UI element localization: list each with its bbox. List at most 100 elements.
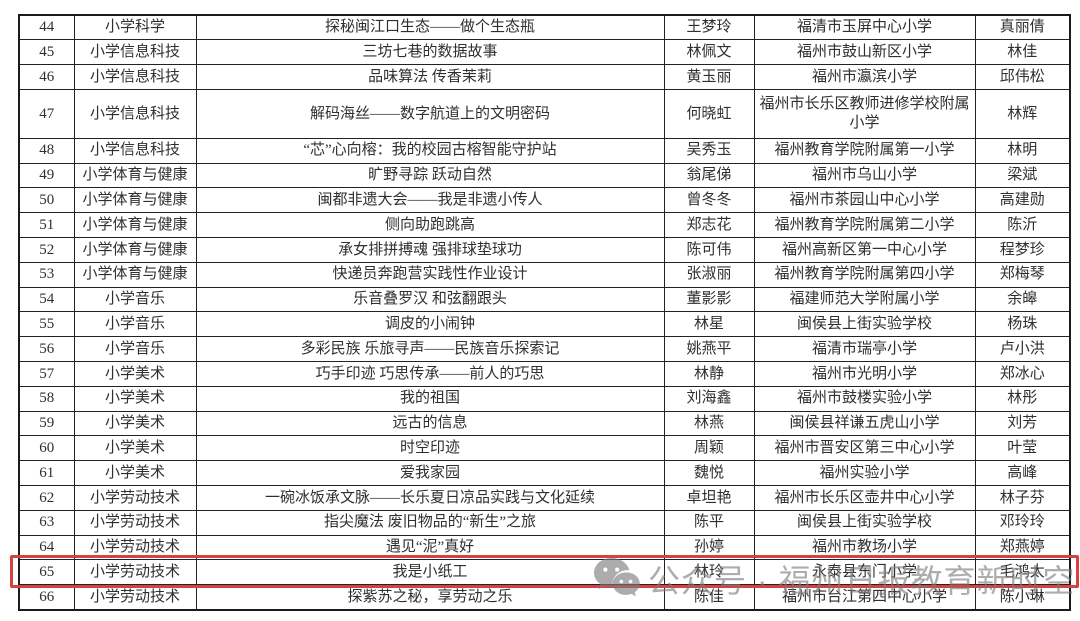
cell-title: 爱我家园 [195,460,665,487]
cell-number: 50 [18,187,75,214]
cell-number: 61 [18,460,75,487]
cell-author: 陈可伟 [663,237,755,263]
cell-title: 我是小纸工 [195,559,665,586]
table-row: 49 小学体育与健康 旷野寻踪 跃动自然 翁尾俤 福州市乌山小学 梁斌 [18,162,1071,189]
cell-title: 探紫苏之秘，享劳动之乐 [195,584,665,611]
cell-author: 张淑丽 [663,261,755,288]
cell-number: 44 [18,14,75,41]
cell-title: 多彩民族 乐旅寻声——民族音乐探索记 [195,336,665,363]
cell-author: 林玲 [663,559,755,586]
cell-title: 指尖魔法 废旧物品的“新生”之旅 [195,509,665,536]
cell-category: 小学劳动技术 [73,534,197,561]
cell-author: 陈佳 [663,584,755,611]
cell-school: 闽侯县上街实验学校 [753,311,976,338]
cell-category: 小学信息科技 [73,64,197,90]
cell-mentor: 陈小琳 [974,584,1071,611]
cell-author: 姚燕平 [663,336,755,363]
cell-school: 福州市乌山小学 [753,162,976,189]
cell-author: 魏悦 [663,460,755,487]
cell-mentor: 程梦珍 [974,237,1071,263]
cell-author: 孙婷 [663,534,755,561]
cell-school: 福州市教场小学 [753,534,976,561]
results-table-body: 44 小学科学 探秘闽江口生态——做个生态瓶 王梦玲 福清市玉屏中心小学 真丽倩… [18,14,1071,611]
cell-title: 遇见“泥”真好 [195,534,665,561]
cell-school: 福清市玉屏中心小学 [753,14,976,41]
table-row: 64 小学劳动技术 遇见“泥”真好 孙婷 福州市教场小学 郑燕婷 [18,534,1071,561]
cell-mentor: 林辉 [974,88,1071,139]
cell-title: 三坊七巷的数据故事 [195,39,665,66]
table-row: 44 小学科学 探秘闽江口生态——做个生态瓶 王梦玲 福清市玉屏中心小学 真丽倩 [18,14,1071,41]
table-row: 50 小学体育与健康 闽都非遗大会——我是非遗小传人 曾冬冬 福州市茶园山中心小… [18,187,1071,214]
table-row: 56 小学音乐 多彩民族 乐旅寻声——民族音乐探索记 姚燕平 福清市瑞亭小学 卢… [18,336,1071,363]
cell-number: 59 [18,410,75,437]
cell-category: 小学美术 [73,361,197,387]
cell-mentor: 林彤 [974,385,1071,412]
cell-mentor: 杨珠 [974,311,1071,338]
cell-mentor: 郑冰心 [974,361,1071,387]
cell-number: 48 [18,137,75,164]
cell-title: 远古的信息 [195,410,665,437]
cell-school: 福州实验小学 [753,460,976,487]
cell-author: 王梦玲 [663,14,755,41]
cell-mentor: 高峰 [974,460,1071,487]
cell-mentor: 陈沂 [974,212,1071,239]
cell-title: 承女排拼搏魂 强排球垫球功 [195,237,665,263]
cell-number: 57 [18,361,75,387]
cell-category: 小学信息科技 [73,88,197,139]
cell-school: 福州市光明小学 [753,361,976,387]
cell-category: 小学美术 [73,435,197,462]
cell-school: 福清市瑞亭小学 [753,336,976,363]
cell-mentor: 毛鸿太 [974,559,1071,586]
cell-category: 小学音乐 [73,311,197,338]
cell-category: 小学体育与健康 [73,212,197,239]
cell-number: 60 [18,435,75,462]
cell-mentor: 邓玲玲 [974,509,1071,536]
table-row: 63 小学劳动技术 指尖魔法 废旧物品的“新生”之旅 陈平 闽侯县上街实验学校 … [18,509,1071,536]
cell-school: 福州市鼓楼实验小学 [753,385,976,412]
cell-category: 小学美术 [73,385,197,412]
table-row: 65 小学劳动技术 我是小纸工 林玲 永泰县东门小学 毛鸿太 [18,559,1071,586]
cell-author: 郑志花 [663,212,755,239]
table-row: 55 小学音乐 调皮的小闹钟 林星 闽侯县上街实验学校 杨珠 [18,311,1071,338]
cell-school: 福州教育学院附属第一小学 [753,137,976,164]
cell-mentor: 余皞 [974,286,1071,313]
table-row: 58 小学美术 我的祖国 刘海鑫 福州市鼓楼实验小学 林彤 [18,385,1071,412]
cell-category: 小学体育与健康 [73,162,197,189]
cell-mentor: 叶莹 [974,435,1071,462]
cell-category: 小学劳动技术 [73,584,197,611]
cell-author: 陈平 [663,509,755,536]
cell-number: 66 [18,584,75,611]
cell-mentor: 梁斌 [974,162,1071,189]
cell-category: 小学体育与健康 [73,187,197,214]
cell-title: 解码海丝——数字航道上的文明密码 [195,88,665,139]
cell-mentor: 卢小洪 [974,336,1071,363]
cell-category: 小学音乐 [73,336,197,363]
cell-category: 小学体育与健康 [73,261,197,288]
cell-school: 福建师范大学附属小学 [753,286,976,313]
cell-title: 快递员奔跑营实践性作业设计 [195,261,665,288]
cell-school: 福州市晋安区第三中心小学 [753,435,976,462]
cell-title: 探秘闽江口生态——做个生态瓶 [195,14,665,41]
cell-category: 小学劳动技术 [73,485,197,511]
cell-mentor: 刘芳 [974,410,1071,437]
cell-school: 福州教育学院附属第二小学 [753,212,976,239]
cell-number: 55 [18,311,75,338]
cell-title: 一碗冰饭承文脉——长乐夏日凉品实践与文化延续 [195,485,665,511]
cell-number: 65 [18,559,75,586]
cell-author: 林星 [663,311,755,338]
cell-number: 63 [18,509,75,536]
cell-mentor: 林佳 [974,39,1071,66]
cell-number: 46 [18,64,75,90]
cell-number: 49 [18,162,75,189]
cell-school: 永泰县东门小学 [753,559,976,586]
cell-mentor: 林子芬 [974,485,1071,511]
table-row: 59 小学美术 远古的信息 林燕 闽侯县祥谦五虎山小学 刘芳 [18,410,1071,437]
table-row: 45 小学信息科技 三坊七巷的数据故事 林佩文 福州市鼓山新区小学 林佳 [18,39,1071,66]
cell-number: 62 [18,485,75,511]
cell-title: “芯”心向榕：我的校园古榕智能守护站 [195,137,665,164]
table-row: 57 小学美术 巧手印迹 巧思传承——前人的巧思 林静 福州市光明小学 郑冰心 [18,361,1071,387]
cell-school: 福州市长乐区教师进修学校附属小学 [753,88,976,139]
cell-category: 小学音乐 [73,286,197,313]
cell-school: 福州市瀛滨小学 [753,64,976,90]
